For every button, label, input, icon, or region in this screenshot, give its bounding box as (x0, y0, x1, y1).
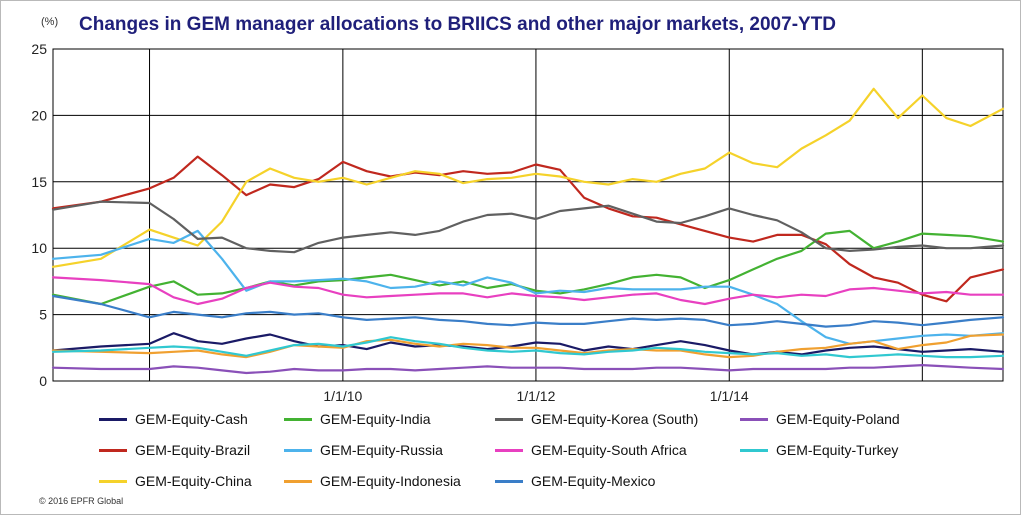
legend-label: GEM-Equity-Brazil (135, 442, 251, 458)
legend-swatch (99, 448, 127, 452)
legend-label: GEM-Equity-Mexico (531, 473, 656, 489)
y-tick-label: 25 (31, 41, 47, 57)
legend-label: GEM-Equity-South Africa (531, 442, 687, 458)
legend-item: GEM-Equity-India (284, 411, 430, 427)
legend-item: GEM-Equity-Mexico (495, 473, 655, 489)
series-line-gem-equity-india (51, 229, 1005, 306)
legend-item: GEM-Equity-Turkey (740, 442, 898, 458)
series-line-gem-equity-korea-south- (51, 200, 1005, 254)
x-tick-label: 1/1/12 (516, 388, 555, 404)
legend-item: GEM-Equity-Brazil (99, 442, 250, 458)
legend-label: GEM-Equity-Turkey (776, 442, 899, 458)
x-tick-label: 1/1/14 (710, 388, 749, 404)
legend-item: GEM-Equity-China (99, 473, 252, 489)
y-tick-label: 10 (31, 240, 47, 256)
legend-swatch (284, 417, 312, 421)
y-tick-label: 5 (39, 307, 47, 323)
y-tick-label: 0 (39, 373, 47, 389)
series-line-gem-equity-russia (51, 229, 1005, 345)
legend-label: GEM-Equity-China (135, 473, 252, 489)
legend-label: GEM-Equity-India (320, 411, 431, 427)
legend-swatch (284, 448, 312, 452)
x-tick-label: 1/1/10 (323, 388, 362, 404)
legend-swatch (495, 448, 523, 452)
legend-swatch (99, 417, 127, 421)
legend-swatch (99, 479, 127, 483)
legend-item: GEM-Equity-Russia (284, 442, 443, 458)
y-unit-label: (%) (41, 16, 59, 28)
legend-swatch (740, 417, 768, 421)
legend-label: GEM-Equity-Cash (135, 411, 248, 427)
series-line-gem-equity-turkey (51, 336, 1005, 359)
legend-label: GEM-Equity-Korea (South) (531, 411, 699, 427)
series-line-gem-equity-cash (51, 332, 1005, 356)
series-line-gem-equity-brazil (51, 155, 1005, 303)
series-line-gem-equity-indonesia (51, 333, 1005, 359)
legend-swatch (740, 448, 768, 452)
legend-label: GEM-Equity-Indonesia (320, 473, 461, 489)
legend-swatch (495, 417, 523, 421)
series-line-gem-equity-poland (51, 364, 1005, 375)
series-line-gem-equity-china (51, 87, 1005, 268)
legend-item: GEM-Equity-Cash (99, 411, 248, 427)
chart-title: Changes in GEM manager allocations to BR… (79, 14, 837, 35)
y-tick-label: 20 (31, 107, 47, 123)
legend-swatch (284, 479, 312, 483)
legend-item: GEM-Equity-Poland (740, 411, 900, 427)
copyright-text: © 2016 EPFR Global (39, 496, 124, 506)
legend-label: GEM-Equity-Russia (320, 442, 443, 458)
legend-item: GEM-Equity-Indonesia (284, 473, 461, 489)
y-tick-label: 15 (31, 174, 47, 190)
legend-item: GEM-Equity-South Africa (495, 442, 687, 458)
legend-swatch (495, 479, 523, 483)
legend-label: GEM-Equity-Poland (776, 411, 900, 427)
series-line-gem-equity-south-africa (51, 276, 1005, 306)
plot-area-border (52, 48, 1004, 382)
legend-item: GEM-Equity-Korea (South) (495, 411, 698, 427)
series-line-gem-equity-mexico (51, 294, 1005, 328)
